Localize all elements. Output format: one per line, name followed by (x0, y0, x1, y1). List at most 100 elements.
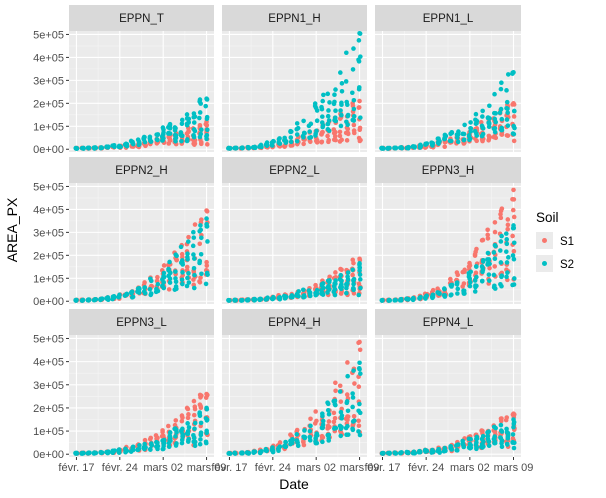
data-point-s2 (339, 88, 345, 94)
data-point-s1 (204, 263, 210, 268)
data-point-s2 (357, 85, 362, 90)
facet-panel: EPPN1_H (222, 5, 367, 152)
data-point-s1 (511, 197, 517, 202)
data-point-s2 (379, 297, 385, 303)
data-point-s2 (204, 224, 210, 229)
data-point-s2 (499, 440, 504, 446)
data-point-s2 (73, 298, 79, 303)
data-point-s2 (283, 440, 288, 445)
data-point-s2 (130, 444, 136, 450)
data-point-s1 (184, 264, 190, 270)
facet-strip (69, 309, 214, 335)
data-point-s2 (204, 136, 209, 142)
data-point-s1 (332, 133, 338, 139)
legend: Soil S1 S2 (536, 210, 574, 272)
data-point-s2 (197, 228, 202, 234)
y-tick-label: 5e+05 (33, 333, 64, 345)
data-point-s2 (180, 270, 185, 275)
minor-gridlines (69, 183, 214, 304)
data-point-s1 (351, 291, 357, 296)
data-point-s2 (331, 289, 337, 295)
data-point-s2 (203, 440, 209, 446)
legend-key-point (542, 261, 547, 266)
data-point-s2 (98, 296, 103, 302)
data-point-s2 (486, 429, 492, 434)
data-point-s2 (498, 422, 504, 428)
data-point-s2 (398, 450, 404, 455)
data-point-s2 (512, 125, 517, 131)
data-point-s2 (474, 274, 479, 280)
data-point-s1 (485, 236, 491, 241)
data-point-s2 (314, 118, 320, 124)
data-point-s2 (499, 125, 505, 131)
data-point-s2 (504, 260, 510, 265)
data-point-s1 (511, 248, 517, 254)
data-point-s2 (74, 146, 80, 151)
data-point-s2 (351, 98, 357, 103)
data-point-s2 (93, 145, 99, 151)
data-point-s1 (492, 229, 498, 235)
data-point-s2 (173, 279, 179, 285)
data-point-s1 (155, 435, 160, 441)
data-point-s2 (510, 253, 516, 258)
data-point-s1 (357, 256, 362, 262)
data-point-s2 (455, 139, 461, 145)
data-point-s2 (320, 413, 325, 419)
data-point-s2 (498, 260, 504, 265)
data-point-s1 (166, 287, 172, 292)
data-point-s2 (167, 280, 173, 285)
data-point-s2 (258, 143, 264, 149)
data-point-s2 (319, 291, 324, 296)
data-point-s2 (504, 274, 509, 280)
data-point-s1 (485, 232, 491, 238)
data-point-s1 (197, 241, 203, 247)
facet-strip (375, 157, 521, 183)
data-point-s2 (492, 110, 497, 116)
data-point-s2 (155, 281, 161, 287)
data-point-s1 (161, 263, 167, 268)
data-point-s1 (337, 133, 343, 139)
data-point-s2 (350, 90, 355, 96)
data-point-s1 (498, 211, 503, 217)
data-point-s2 (136, 140, 142, 145)
facet-title: EPPN1_L (423, 13, 474, 25)
data-point-s2 (246, 451, 251, 456)
y-tick-label: 3e+05 (33, 227, 64, 239)
data-point-s2 (271, 294, 276, 300)
data-point-s2 (197, 441, 203, 447)
data-point-s2 (486, 443, 492, 449)
data-point-s1 (511, 411, 516, 417)
data-point-s1 (204, 142, 210, 147)
data-point-s2 (357, 277, 363, 282)
data-point-s2 (184, 112, 190, 117)
data-point-s2 (498, 106, 504, 112)
data-point-s2 (252, 145, 257, 150)
data-point-s2 (497, 110, 503, 116)
data-point-s2 (344, 285, 349, 291)
facet-strip (222, 157, 367, 183)
data-point-s2 (412, 145, 417, 150)
data-point-s1 (313, 409, 318, 414)
data-point-s1 (197, 122, 203, 128)
data-point-s2 (277, 295, 283, 300)
minor-gridlines (375, 31, 521, 152)
data-point-s2 (430, 143, 435, 148)
data-points (226, 30, 363, 151)
data-point-s2 (486, 278, 492, 283)
data-point-s2 (320, 98, 326, 104)
facet-title: EPPN_T (119, 13, 164, 25)
data-point-s2 (161, 279, 166, 285)
data-point-s2 (411, 296, 416, 302)
data-point-s2 (350, 419, 356, 424)
data-point-s2 (510, 432, 516, 437)
data-point-s2 (485, 250, 491, 256)
data-point-s2 (81, 145, 86, 151)
data-point-s2 (198, 420, 204, 426)
data-point-s1 (204, 208, 209, 213)
data-point-s2 (358, 285, 363, 291)
data-point-s2 (461, 137, 467, 143)
data-point-s2 (504, 99, 510, 105)
data-point-s2 (351, 113, 357, 119)
data-point-s1 (511, 214, 517, 220)
